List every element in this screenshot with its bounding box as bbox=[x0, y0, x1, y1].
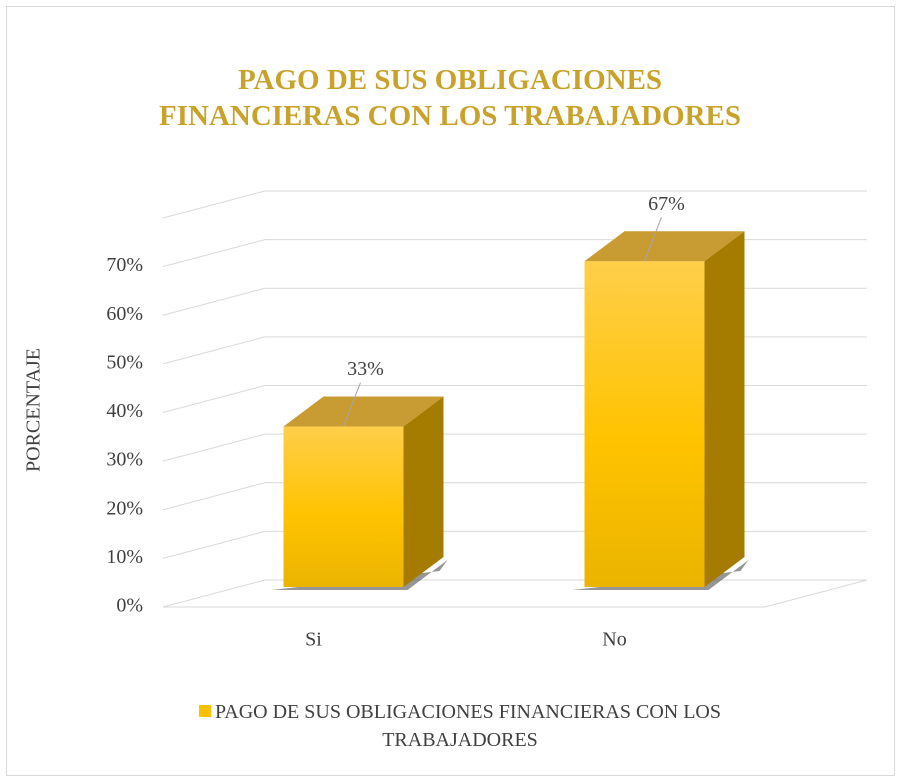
y-tick-label: 50% bbox=[106, 351, 143, 373]
y-axis-label: PORCENTAJE bbox=[23, 348, 45, 472]
grid-line bbox=[162, 239, 266, 268]
grid-line bbox=[162, 579, 266, 608]
floor-edge bbox=[764, 579, 868, 608]
legend: PAGO DE SUS OBLIGACIONES FINANCIERAS CON… bbox=[140, 698, 780, 754]
y-tick-label: 70% bbox=[106, 254, 143, 276]
grid-line bbox=[162, 190, 266, 219]
grid-line bbox=[162, 530, 266, 559]
grid-line bbox=[162, 433, 266, 462]
chart-title: PAGO DE SUS OBLIGACIONES FINANCIERAS CON… bbox=[159, 64, 741, 132]
x-tick-label: Si bbox=[305, 629, 322, 651]
grid-line bbox=[162, 482, 266, 511]
grid-line bbox=[162, 385, 266, 413]
y-tick-label: 30% bbox=[106, 449, 143, 471]
legend-label: PAGO DE SUS OBLIGACIONES FINANCIERAS CON… bbox=[215, 701, 721, 751]
y-tick-label: 40% bbox=[106, 400, 143, 422]
leader-line bbox=[644, 217, 662, 262]
legend-key bbox=[199, 705, 211, 717]
grid-line bbox=[162, 287, 266, 316]
bar-side bbox=[704, 231, 745, 587]
grid-line bbox=[162, 336, 266, 365]
y-tick-label: 20% bbox=[106, 497, 143, 519]
y-tick-label: 0% bbox=[116, 595, 143, 617]
x-tick-label: No bbox=[602, 629, 626, 651]
data-label: 33% bbox=[347, 358, 384, 380]
leader-line bbox=[343, 382, 361, 427]
y-tick-label: 60% bbox=[106, 303, 143, 325]
chart-border bbox=[6, 6, 895, 776]
bar-top bbox=[584, 231, 745, 262]
y-tick-label: 10% bbox=[106, 546, 143, 568]
bar-top bbox=[283, 396, 444, 427]
bar-front bbox=[283, 426, 404, 587]
bar-front bbox=[584, 261, 705, 587]
bar-side bbox=[403, 396, 444, 587]
data-label: 67% bbox=[648, 193, 685, 215]
